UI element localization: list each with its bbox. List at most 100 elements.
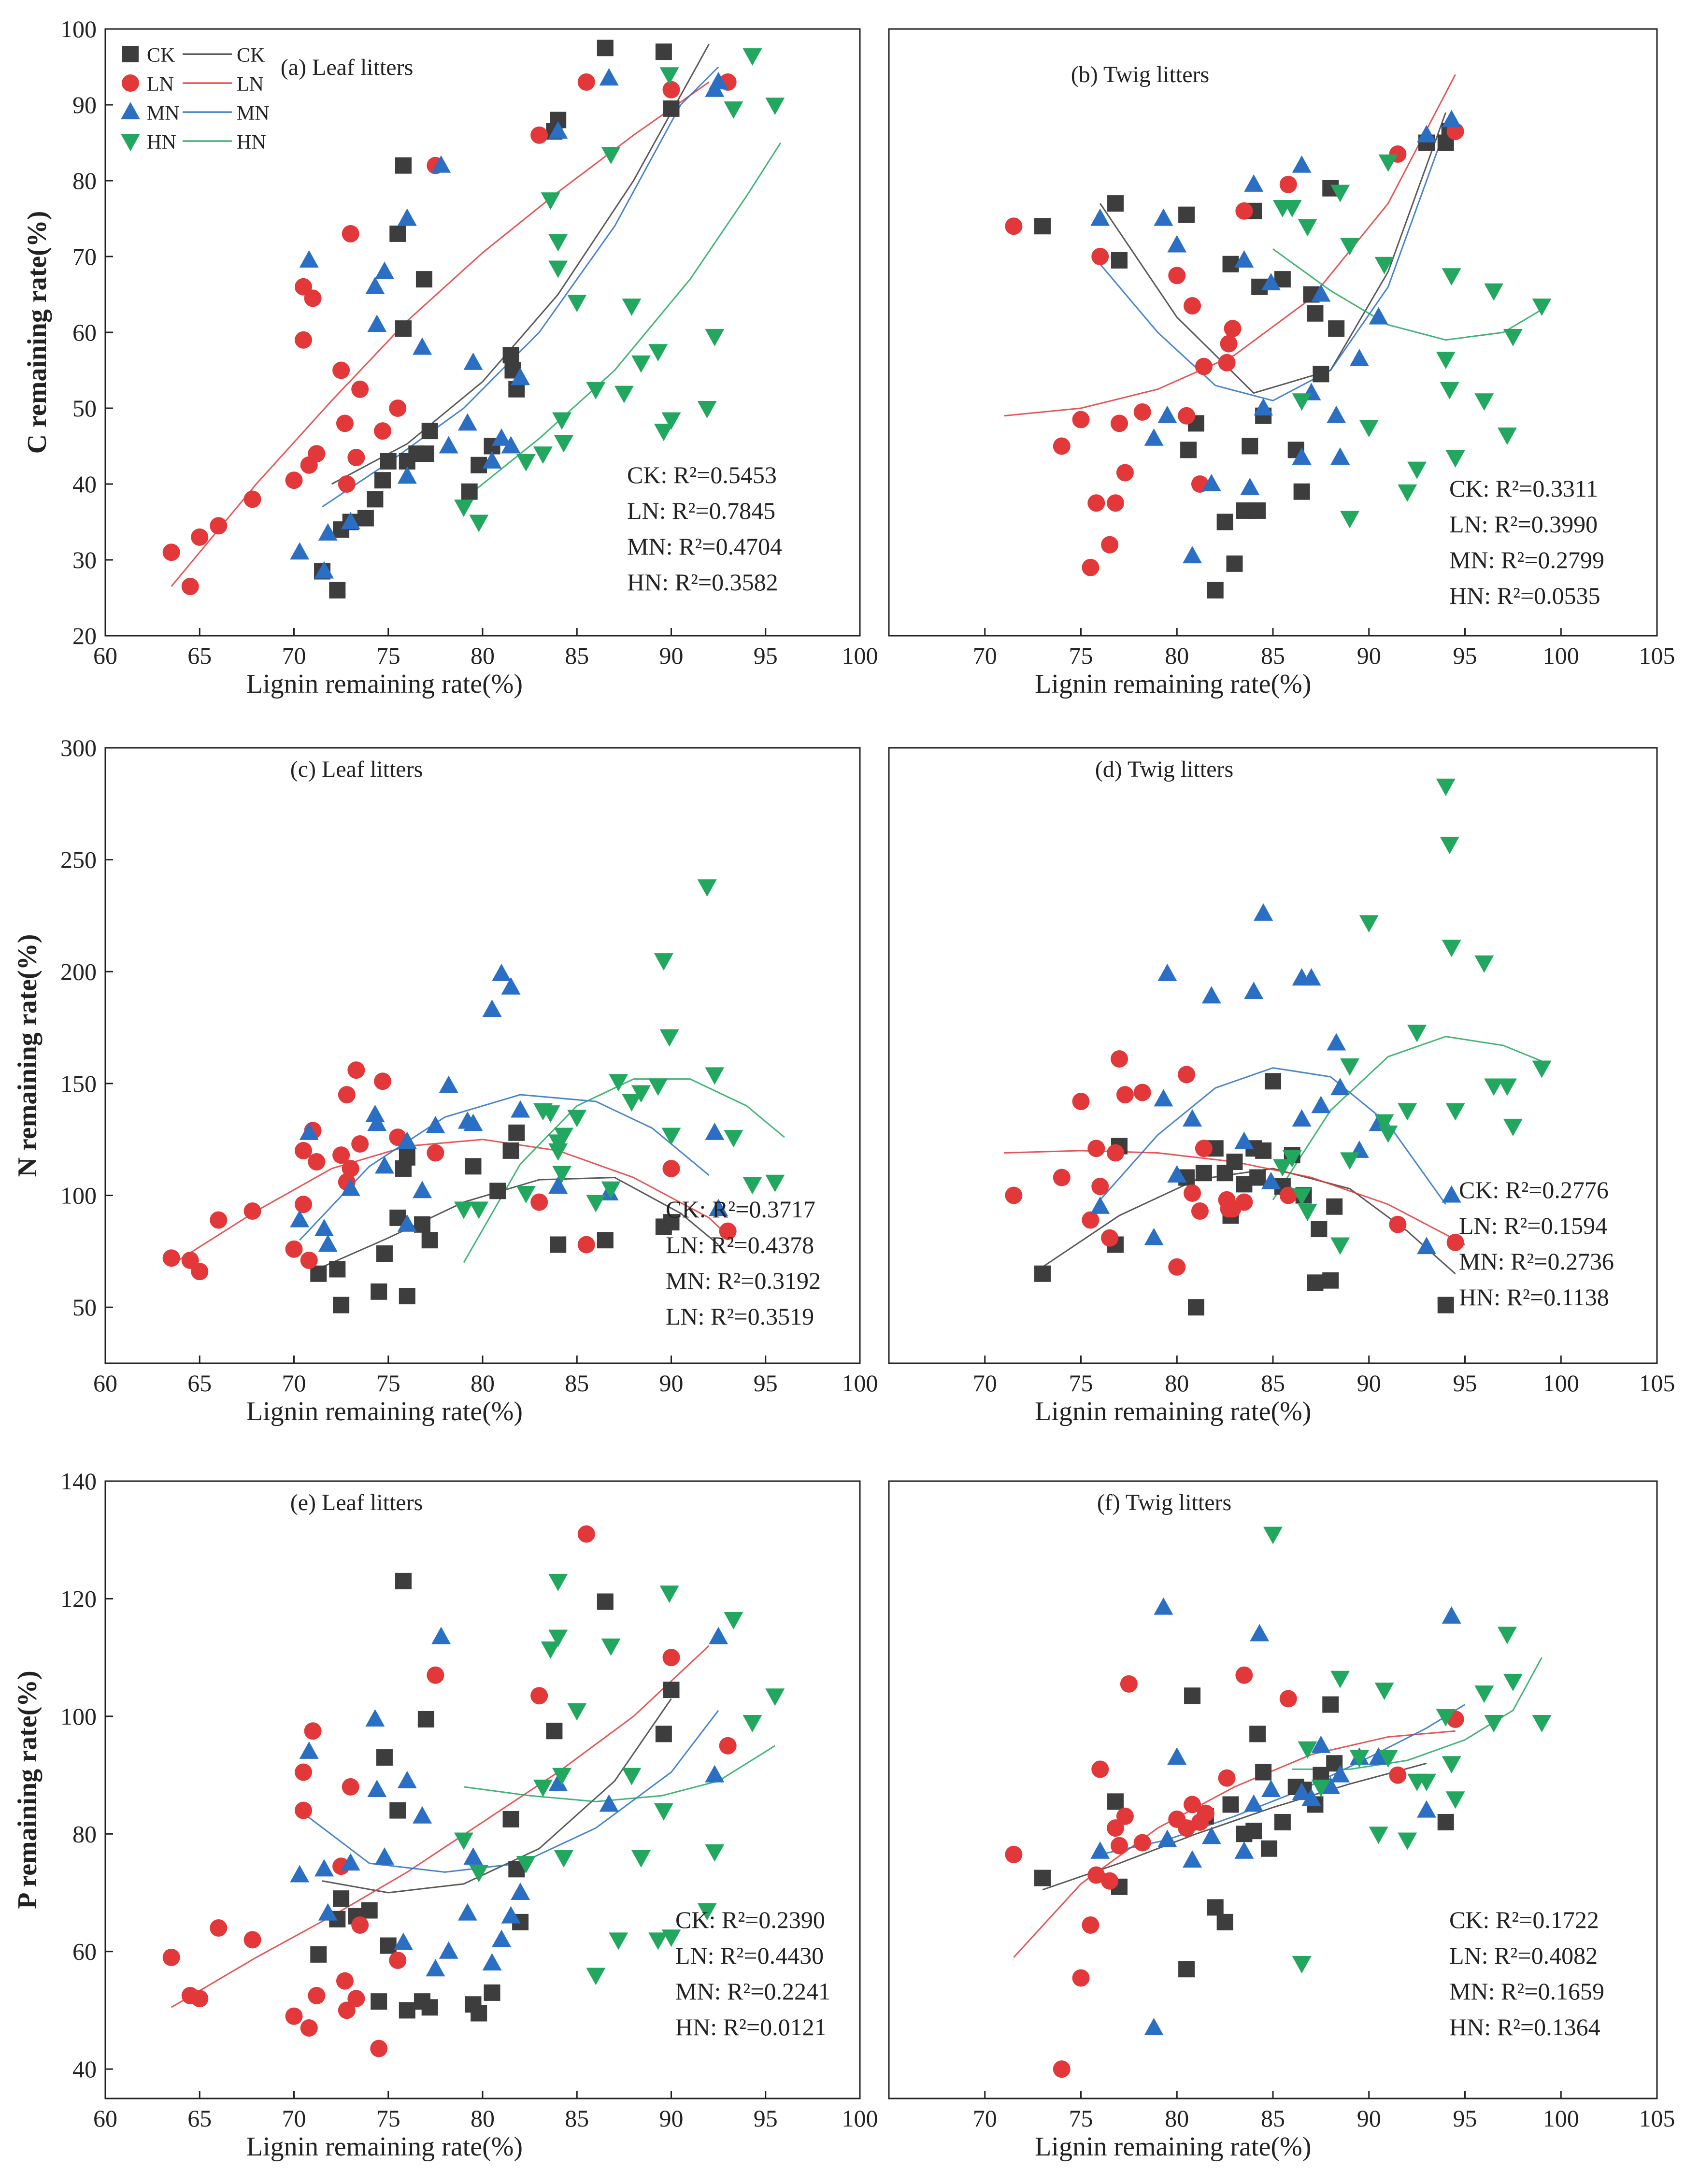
point-hn	[1311, 1779, 1331, 1797]
point-ln	[1184, 297, 1201, 315]
point-hn	[454, 500, 473, 517]
point-ck	[1207, 582, 1224, 599]
fit-line-mn	[299, 1094, 710, 1241]
panel-b: 70 75 80 85 90 95 100 105 Lignin remaining rate(…	[888, 28, 1675, 699]
r2-label: HN: R²=0.3582	[627, 569, 778, 596]
point-hn	[1330, 1670, 1350, 1688]
x-tick-label: 85	[565, 642, 589, 669]
point-hn	[1497, 1078, 1517, 1096]
point-mn	[1254, 903, 1273, 921]
point-ln	[530, 1193, 548, 1211]
point-hn	[1298, 219, 1317, 237]
point-ck	[333, 1297, 350, 1313]
point-ck	[399, 2002, 415, 2019]
point-ck	[310, 1946, 327, 1963]
point-mn	[501, 436, 521, 454]
series-ln	[162, 73, 737, 595]
y-tick-label: 20	[72, 622, 97, 649]
legend-marker-ck	[122, 46, 139, 62]
point-ck	[1245, 1823, 1262, 1840]
point-ck	[380, 1937, 397, 1954]
point-mn	[299, 1122, 319, 1140]
r2-label: HN: R²=0.0121	[675, 2013, 827, 2041]
point-mn	[426, 1115, 445, 1133]
point-hn	[1359, 915, 1379, 933]
point-ln	[300, 1251, 318, 1269]
point-ck	[367, 491, 384, 508]
point-mn	[397, 1214, 417, 1232]
point-ck	[471, 2005, 487, 2022]
legend-label: CK	[147, 44, 175, 67]
point-hn	[586, 382, 606, 400]
point-mn	[482, 451, 502, 469]
point-ck	[1311, 1221, 1328, 1238]
point-ck	[1222, 1796, 1239, 1813]
point-ck	[417, 445, 434, 462]
point-mn	[1292, 155, 1312, 173]
point-ln	[1279, 1690, 1297, 1708]
y-tick-label: 80	[72, 1820, 97, 1847]
point-ln	[338, 1086, 356, 1104]
point-hn	[1340, 511, 1359, 528]
point-mn	[1201, 474, 1221, 491]
fit-line-ln	[171, 1139, 728, 1266]
series-ln	[162, 1061, 737, 1281]
point-hn	[654, 1803, 673, 1821]
point-mn	[393, 1932, 413, 1950]
point-ln	[347, 449, 365, 467]
point-ck	[1111, 252, 1128, 269]
point-ck	[374, 472, 391, 489]
point-ck	[655, 1726, 672, 1742]
x-tick-label: 100	[1543, 2105, 1579, 2132]
y-tick-label: 100	[60, 1703, 97, 1730]
series-mn	[290, 68, 728, 579]
point-hn	[1417, 1773, 1436, 1791]
point-hn	[586, 1968, 606, 1985]
x-axis-label: Lignin remaining rate(%)	[1035, 1397, 1311, 1427]
x-tick-label: 80	[1165, 642, 1189, 669]
y-tick-label: 50	[72, 395, 97, 422]
point-hn	[567, 295, 587, 313]
fit-line-hn	[1272, 248, 1542, 341]
point-mn	[1183, 546, 1202, 564]
point-ln	[1082, 1211, 1100, 1229]
point-mn	[413, 1181, 432, 1199]
point-mn	[1311, 1096, 1331, 1113]
legend-label: CK	[237, 44, 265, 67]
fit-line-ln	[171, 81, 710, 587]
point-hn	[765, 1174, 785, 1192]
point-ck	[357, 510, 374, 527]
x-tick-label: 105	[1639, 642, 1675, 669]
point-ln	[1218, 1769, 1236, 1787]
point-mn	[1090, 208, 1110, 226]
point-ln	[1195, 1140, 1213, 1157]
point-mn	[457, 413, 477, 431]
x-axis-label: Lignin remaining rate(%)	[1035, 669, 1311, 699]
point-mn	[365, 1104, 385, 1122]
point-ln	[1082, 1916, 1100, 1934]
x-tick-label: 95	[754, 2105, 778, 2132]
point-ln	[1389, 1766, 1407, 1784]
point-hn	[1503, 1118, 1523, 1136]
point-mn	[367, 1780, 387, 1797]
point-mn	[1330, 447, 1350, 465]
point-ln	[1107, 1819, 1125, 1837]
r2-label: CK: R²=0.2776	[1459, 1176, 1609, 1203]
fit-line-hn	[463, 1078, 785, 1263]
point-ln	[1218, 354, 1236, 371]
y-tick-label: 250	[60, 846, 97, 873]
point-hn	[601, 1638, 621, 1656]
point-hn	[654, 424, 673, 442]
series-hn	[1263, 1527, 1552, 1974]
x-tick-label: 80	[471, 2105, 495, 2132]
point-ln	[342, 1159, 359, 1177]
panel-title: (a) Leaf litters	[281, 55, 414, 80]
r2-label: LN: R²=0.3519	[666, 1303, 814, 1330]
point-ck	[1222, 256, 1239, 272]
point-mn	[314, 1859, 334, 1877]
point-ln	[1111, 414, 1128, 432]
point-ck	[1249, 502, 1266, 519]
point-hn	[552, 412, 572, 430]
point-mn	[426, 1959, 445, 1977]
point-ck	[1034, 1265, 1051, 1282]
